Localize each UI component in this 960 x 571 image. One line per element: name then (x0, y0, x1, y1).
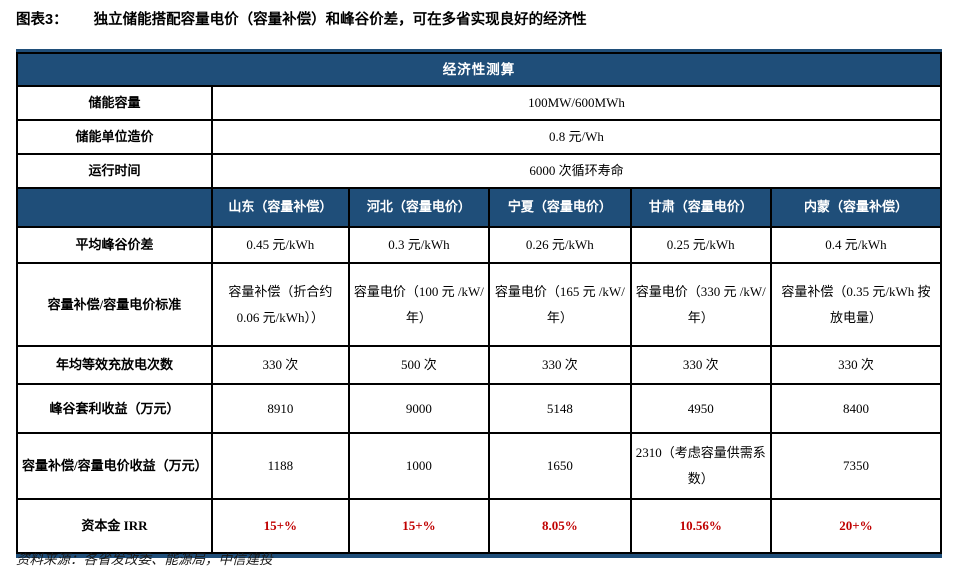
cell-value: 1650 (488, 432, 632, 500)
cell-value-irr: 20+% (769, 498, 943, 554)
table-row-arbitrage-revenue: 峰谷套利收益（万元） 8910 9000 5148 4950 8400 (16, 383, 943, 434)
cell-value: 容量电价（165 元 /kW/年） (488, 262, 632, 347)
cell-value: 1188 (210, 432, 350, 500)
table-row-capacity-revenue: 容量补偿/容量电价收益（万元） 1188 1000 1650 2310（考虑容量… (16, 432, 943, 500)
row-label: 储能单位造价 (16, 119, 213, 155)
row-label: 容量补偿/容量电价收益（万元） (16, 432, 213, 500)
table-row-peak-valley-spread: 平均峰谷价差 0.45 元/kWh 0.3 元/kWh 0.26 元/kWh 0… (16, 226, 943, 264)
cell-value: 8910 (210, 383, 350, 434)
table-row-price-standard: 容量补偿/容量电价标准 容量补偿（折合约 0.06 元/kWh）） 容量电价（1… (16, 262, 943, 347)
economics-table-grid: 经济性测算 储能容量 100MW/600MWh 储能单位造价 0.8 元/Wh … (16, 52, 943, 554)
row-label: 容量补偿/容量电价标准 (16, 262, 213, 347)
cell-value-irr: 10.56% (629, 498, 772, 554)
cell-value: 容量电价（330 元 /kW/年） (629, 262, 772, 347)
figure-title: 图表3： 独立储能搭配容量电价（容量补偿）和峰谷价差，可在多省实现良好的经济性 (16, 8, 946, 29)
info-row-capacity: 储能容量 100MW/600MWh (16, 85, 943, 121)
cell-value: 330 次 (210, 345, 350, 385)
economics-table: 经济性测算 储能容量 100MW/600MWh 储能单位造价 0.8 元/Wh … (16, 49, 943, 558)
row-label: 运行时间 (16, 153, 213, 189)
cell-value-irr: 15+% (210, 498, 350, 554)
row-value: 6000 次循环寿命 (210, 153, 943, 189)
cell-value: 0.26 元/kWh (488, 226, 632, 264)
info-row-runtime: 运行时间 6000 次循环寿命 (16, 153, 943, 189)
cell-value: 330 次 (488, 345, 632, 385)
row-value: 100MW/600MWh (210, 85, 943, 121)
column-header-gansu: 甘肃（容量电价） (629, 187, 772, 228)
figure-title-text: 独立储能搭配容量电价（容量补偿）和峰谷价差，可在多省实现良好的经济性 (93, 12, 587, 28)
figure-number: 图表3： (16, 12, 68, 28)
row-label: 储能容量 (16, 85, 213, 121)
cell-value: 0.25 元/kWh (629, 226, 772, 264)
cell-value-irr: 15+% (347, 498, 491, 554)
table-title-row: 经济性测算 (16, 52, 942, 87)
column-header-ningxia: 宁夏（容量电价） (488, 187, 632, 228)
cell-value: 500 次 (347, 345, 491, 385)
column-header-hebei: 河北（容量电价） (347, 187, 491, 228)
cell-value: 0.4 元/kWh (769, 226, 943, 264)
cell-value: 330 次 (629, 345, 772, 385)
row-label: 资本金 IRR (16, 498, 213, 554)
table-title: 经济性测算 (16, 52, 942, 87)
column-header-row: 山东（容量补偿） 河北（容量电价） 宁夏（容量电价） 甘肃（容量电价） 内蒙（容… (16, 187, 943, 228)
row-value: 0.8 元/Wh (210, 119, 943, 155)
cell-value: 容量电价（100 元 /kW/年） (347, 262, 491, 347)
cell-value: 1000 (347, 432, 491, 500)
cell-value: 0.3 元/kWh (347, 226, 491, 264)
column-header-empty (16, 187, 213, 228)
cell-value-irr: 8.05% (488, 498, 632, 554)
cell-value: 330 次 (769, 345, 943, 385)
cell-value: 8400 (769, 383, 943, 434)
info-row-unit-cost: 储能单位造价 0.8 元/Wh (16, 119, 943, 155)
cell-value: 5148 (488, 383, 632, 434)
row-label: 峰谷套利收益（万元） (16, 383, 213, 434)
cell-value: 0.45 元/kWh (210, 226, 350, 264)
source-note: 资料来源：各省发改委、能源局，中信建投 (16, 552, 273, 567)
row-label: 年均等效充放电次数 (16, 345, 213, 385)
row-label: 平均峰谷价差 (16, 226, 213, 264)
cell-value: 2310（考虑容量供需系数） (629, 432, 772, 500)
cell-value: 7350 (769, 432, 943, 500)
table-row-cycle-count: 年均等效充放电次数 330 次 500 次 330 次 330 次 330 次 (16, 345, 943, 385)
column-header-neimeng: 内蒙（容量补偿） (769, 187, 943, 228)
cell-value: 9000 (347, 383, 491, 434)
column-header-shandong: 山东（容量补偿） (210, 187, 350, 228)
cell-value: 容量补偿（折合约 0.06 元/kWh）） (210, 262, 350, 347)
table-row-equity-irr: 资本金 IRR 15+% 15+% 8.05% 10.56% 20+% (16, 498, 943, 554)
cell-value: 容量补偿（0.35 元/kWh 按放电量） (769, 262, 943, 347)
cell-value: 4950 (629, 383, 772, 434)
